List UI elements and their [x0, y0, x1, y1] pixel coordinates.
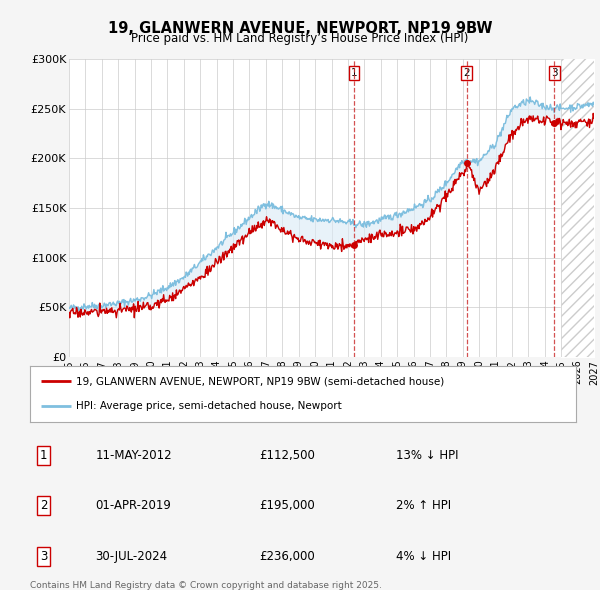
Text: HPI: Average price, semi-detached house, Newport: HPI: Average price, semi-detached house,… [76, 401, 342, 411]
Text: 2% ↑ HPI: 2% ↑ HPI [396, 499, 451, 513]
Text: Contains HM Land Registry data © Crown copyright and database right 2025.
This d: Contains HM Land Registry data © Crown c… [30, 581, 382, 590]
Text: 2: 2 [464, 68, 470, 78]
Text: 13% ↓ HPI: 13% ↓ HPI [396, 449, 458, 463]
Text: 11-MAY-2012: 11-MAY-2012 [95, 449, 172, 463]
Text: 19, GLANWERN AVENUE, NEWPORT, NP19 9BW: 19, GLANWERN AVENUE, NEWPORT, NP19 9BW [108, 21, 492, 35]
Text: £112,500: £112,500 [259, 449, 315, 463]
Text: 30-JUL-2024: 30-JUL-2024 [95, 549, 167, 563]
Text: 3: 3 [40, 549, 47, 563]
Text: 3: 3 [551, 68, 557, 78]
Text: £236,000: £236,000 [259, 549, 315, 563]
Text: 4% ↓ HPI: 4% ↓ HPI [396, 549, 451, 563]
Text: Price paid vs. HM Land Registry’s House Price Index (HPI): Price paid vs. HM Land Registry’s House … [131, 32, 469, 45]
Text: 1: 1 [40, 449, 47, 463]
Text: 2: 2 [40, 499, 47, 513]
Text: 01-APR-2019: 01-APR-2019 [95, 499, 172, 513]
Text: 1: 1 [350, 68, 357, 78]
Text: £195,000: £195,000 [259, 499, 315, 513]
Text: 19, GLANWERN AVENUE, NEWPORT, NP19 9BW (semi-detached house): 19, GLANWERN AVENUE, NEWPORT, NP19 9BW (… [76, 376, 445, 386]
